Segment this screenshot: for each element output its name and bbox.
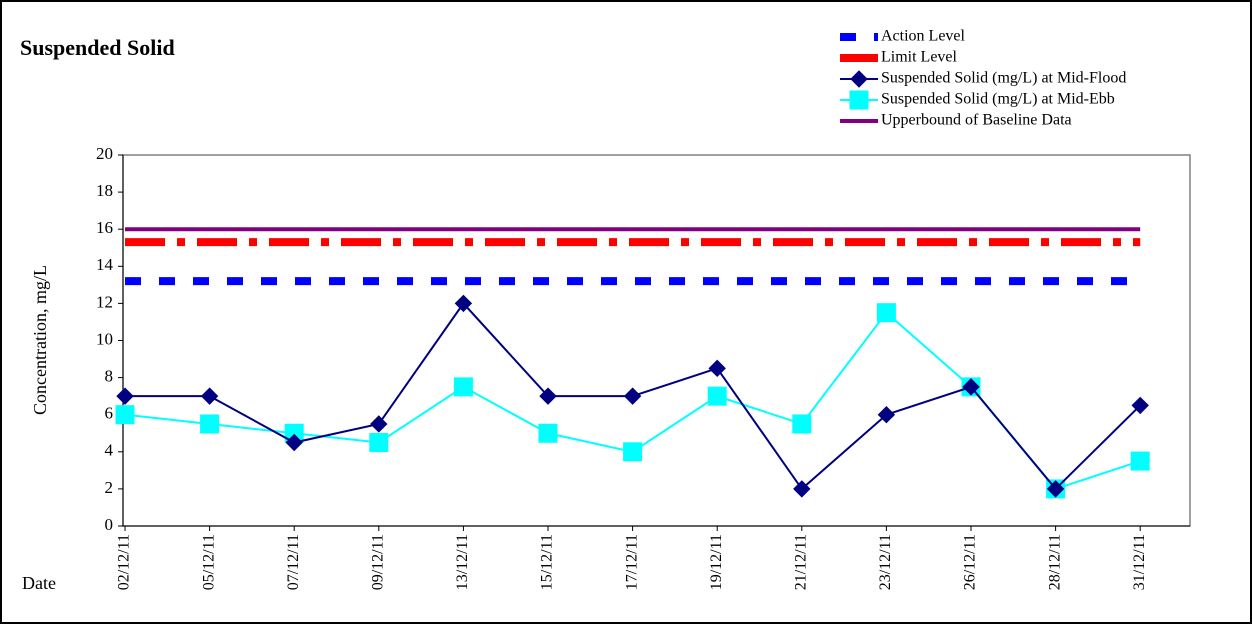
y-tick-label: 20: [96, 144, 113, 163]
diamond-marker: [1131, 396, 1149, 415]
square-marker: [707, 386, 727, 406]
diamond-marker: [454, 294, 473, 313]
square-marker: [200, 414, 220, 434]
y-axis-label: Concentration, mg/L: [30, 265, 50, 415]
diamond-marker: [793, 480, 811, 498]
x-tick-label: 07/12/11: [285, 534, 302, 590]
y-tick-label: 12: [96, 292, 113, 311]
x-tick-label: 02/12/11: [116, 534, 133, 590]
diamond-marker: [623, 387, 642, 405]
x-tick-label: 17/12/11: [623, 534, 640, 590]
y-tick-label: 4: [105, 441, 114, 460]
y-tick-label: 18: [96, 181, 113, 200]
diamond-marker: [200, 387, 219, 405]
square-marker: [369, 433, 389, 453]
x-tick-label: 09/12/11: [369, 534, 386, 590]
y-tick-label: 10: [96, 329, 113, 348]
y-tick-label: 14: [96, 255, 114, 274]
x-tick-label: 13/12/11: [454, 534, 471, 590]
legend-label: Limit Level: [881, 49, 958, 66]
y-tick-label: 16: [96, 218, 113, 237]
x-axis-label: Date: [22, 573, 56, 593]
diamond-marker: [708, 359, 726, 378]
square-marker: [876, 303, 896, 323]
legend-label: Action Level: [881, 28, 966, 45]
x-tick-label: 05/12/11: [200, 534, 217, 590]
chart-title: Suspended Solid: [20, 35, 175, 60]
y-tick-label: 0: [105, 515, 114, 534]
square-marker: [1130, 451, 1150, 471]
y-tick-label: 2: [105, 478, 114, 497]
legend-label: Upperbound of Baseline Data: [881, 112, 1072, 129]
legend-label: Suspended Solid (mg/L) at Mid-Flood: [881, 70, 1126, 87]
square-marker: [453, 377, 473, 397]
diamond-marker: [539, 387, 557, 405]
diamond-marker: [285, 433, 303, 452]
x-tick-label: 23/12/11: [877, 534, 894, 590]
diamond-marker: [1046, 480, 1065, 498]
x-tick-label: 28/12/11: [1046, 534, 1063, 590]
diamond-marker: [877, 405, 896, 424]
x-tick-label: 26/12/11: [962, 534, 979, 590]
x-tick-label: 19/12/11: [708, 534, 725, 590]
diamond-marker: [116, 387, 134, 405]
x-tick-label: 15/12/11: [539, 534, 556, 590]
square-marker: [792, 414, 812, 434]
diamond-marker: [370, 415, 388, 433]
diamond-marker: [962, 378, 980, 396]
legend-label: Suspended Solid (mg/L) at Mid-Ebb: [881, 91, 1115, 108]
square-marker: [623, 442, 643, 462]
y-tick-label: 8: [105, 367, 114, 386]
diamond-marker: [850, 70, 868, 88]
square-marker: [538, 423, 558, 443]
x-tick-label: 31/12/11: [1131, 534, 1148, 590]
y-tick-label: 6: [105, 404, 114, 423]
x-tick-label: 21/12/11: [792, 534, 809, 590]
square-marker: [849, 90, 869, 110]
square-marker: [115, 405, 135, 425]
